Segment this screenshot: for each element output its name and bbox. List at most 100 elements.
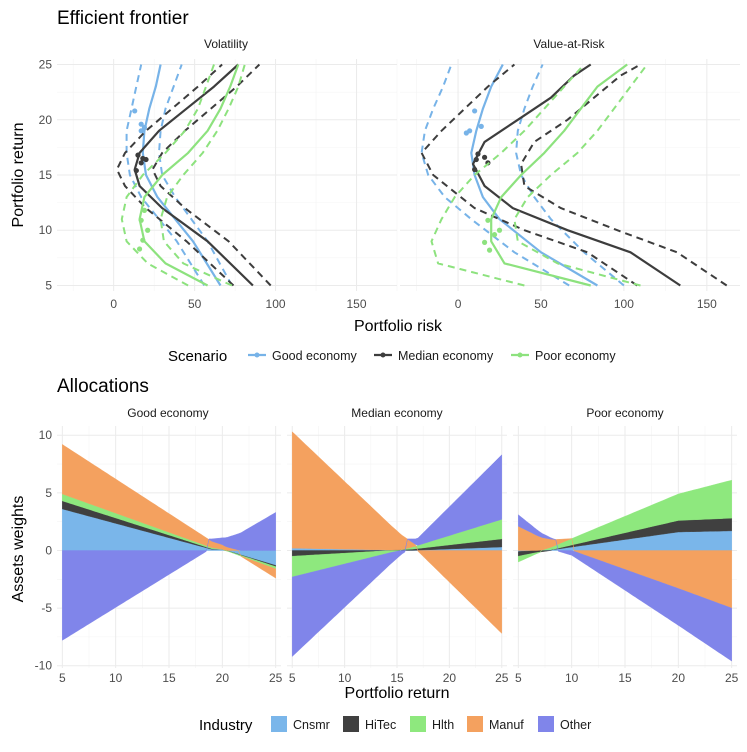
frontier-x-tick: 150	[347, 297, 367, 311]
area-hlth	[518, 479, 732, 563]
allocation-areas	[292, 431, 502, 657]
panel-strip-median: Median economy	[351, 406, 442, 420]
frontier-upper-band	[515, 64, 625, 287]
frontier-y-tick: 15	[39, 168, 53, 182]
legend-label-manuf: Manuf	[489, 718, 524, 732]
series-poor-economy	[430, 63, 648, 287]
legend-swatch-cnsmr	[271, 716, 287, 732]
frontier-upper-band	[159, 64, 246, 287]
frontier-x-tick: 100	[266, 297, 286, 311]
frontier-point	[140, 237, 146, 243]
frontier-point	[486, 247, 493, 253]
frontier-panel-volatility: 0 50 100 150 5 10 15 20 25	[39, 58, 398, 311]
frontier-point	[136, 246, 143, 252]
frontier-point	[133, 167, 139, 174]
frontier-x-label: Portfolio risk	[354, 318, 443, 335]
frontier-point	[485, 217, 491, 223]
series-median-economy	[420, 63, 728, 287]
frontier-lower-band	[420, 64, 570, 287]
frontier-point	[491, 232, 498, 238]
area-other	[518, 514, 732, 662]
area-manuf	[62, 444, 276, 579]
frontier-line	[133, 63, 254, 287]
panel-strip-var: Value-at-Risk	[533, 37, 605, 51]
frontier-point	[141, 124, 148, 131]
frontier-title: Efficient frontier	[57, 8, 189, 29]
area-manuf	[292, 431, 502, 634]
frontier-point	[472, 108, 478, 114]
frontier-x-tick: 50	[188, 297, 202, 311]
allocations-x-tick: 25	[269, 671, 283, 685]
allocations-x-tick: 15	[390, 671, 404, 685]
frontier-y-tick: 20	[39, 113, 53, 127]
series-good-economy	[125, 64, 233, 287]
allocations-x-tick: 5	[515, 671, 522, 685]
series-median-economy	[115, 63, 272, 287]
frontier-lower-band	[115, 63, 235, 287]
series-poor-economy	[120, 64, 246, 287]
allocations-x-tick: 25	[725, 671, 739, 685]
legend-dot-good	[254, 352, 260, 358]
legend-label-cnsmr: Cnsmr	[293, 718, 330, 732]
allocations-y-tick: 10	[39, 428, 53, 442]
allocations-x-tick: 20	[443, 671, 457, 685]
legend-item-cnsmr: Cnsmr	[271, 716, 330, 732]
allocations-x-tick: 5	[289, 671, 296, 685]
legend-item-median: Median economy	[374, 349, 494, 363]
frontier-x-tick: 150	[697, 297, 717, 311]
legend-dot-median	[380, 352, 386, 358]
allocations-panel-poor-economy: 5 10 15 20 25	[513, 426, 739, 685]
legend-dot-poor	[517, 352, 523, 358]
frontier-point	[135, 152, 141, 158]
allocation-areas	[518, 479, 732, 662]
area-other	[292, 454, 502, 657]
frontier-point	[141, 207, 148, 213]
panel-strip-volatility: Volatility	[204, 37, 248, 51]
legend-swatch-other	[538, 716, 554, 732]
legend-label-hitec: HiTec	[365, 718, 396, 732]
allocations-x-tick: 10	[109, 671, 123, 685]
efficient-frontier-chart: Efficient frontier Volatility Value-at-R…	[10, 8, 740, 365]
frontier-x-tick: 50	[534, 297, 548, 311]
area-other	[62, 512, 276, 641]
frontier-lower-band	[420, 63, 638, 287]
frontier-lower-band	[120, 64, 215, 287]
frontier-point	[472, 166, 478, 173]
scenario-legend-title: Scenario	[168, 348, 227, 365]
panel-strip-good: Good economy	[127, 406, 208, 420]
frontier-line	[138, 64, 240, 287]
frontier-point	[481, 154, 488, 160]
frontier-point	[138, 121, 144, 127]
allocation-areas	[62, 444, 276, 641]
allocations-panel-good-economy: 5 10 15 20 25 -10 -5 0 5 10	[35, 426, 283, 685]
frontier-point	[138, 128, 144, 134]
allocations-x-tick: 20	[672, 671, 686, 685]
frontier-upper-band	[520, 63, 728, 287]
frontier-point	[481, 239, 488, 245]
allocations-x-tick: 10	[338, 671, 352, 685]
legend-swatch-hlth	[410, 716, 426, 732]
legend-label-hlth: Hlth	[432, 718, 454, 732]
frontier-point	[138, 160, 144, 166]
legend-swatch-manuf	[467, 716, 483, 732]
allocations-chart: Allocations Good economy Median economy …	[10, 376, 739, 734]
allocations-x-label: Portfolio return	[345, 685, 450, 702]
legend-item-other: Other	[538, 716, 591, 732]
frontier-x-tick: 0	[110, 297, 117, 311]
frontier-y-tick: 10	[39, 223, 53, 237]
legend-label-median: Median economy	[398, 349, 494, 363]
legend-item-good: Good economy	[248, 349, 358, 363]
legend-item-hlth: Hlth	[410, 716, 454, 732]
allocations-x-tick: 10	[565, 671, 579, 685]
frontier-line	[490, 63, 628, 287]
legend-item-manuf: Manuf	[467, 716, 524, 732]
frontier-point	[132, 108, 138, 114]
allocations-x-tick: 25	[495, 671, 509, 685]
scenario-legend: Scenario Good economy Median economy Poo…	[168, 348, 616, 365]
frontier-y-tick: 25	[39, 58, 53, 72]
legend-label-other: Other	[560, 718, 591, 732]
frontier-upper-band	[151, 63, 272, 287]
allocations-x-tick: 15	[618, 671, 632, 685]
frontier-point	[473, 156, 479, 163]
